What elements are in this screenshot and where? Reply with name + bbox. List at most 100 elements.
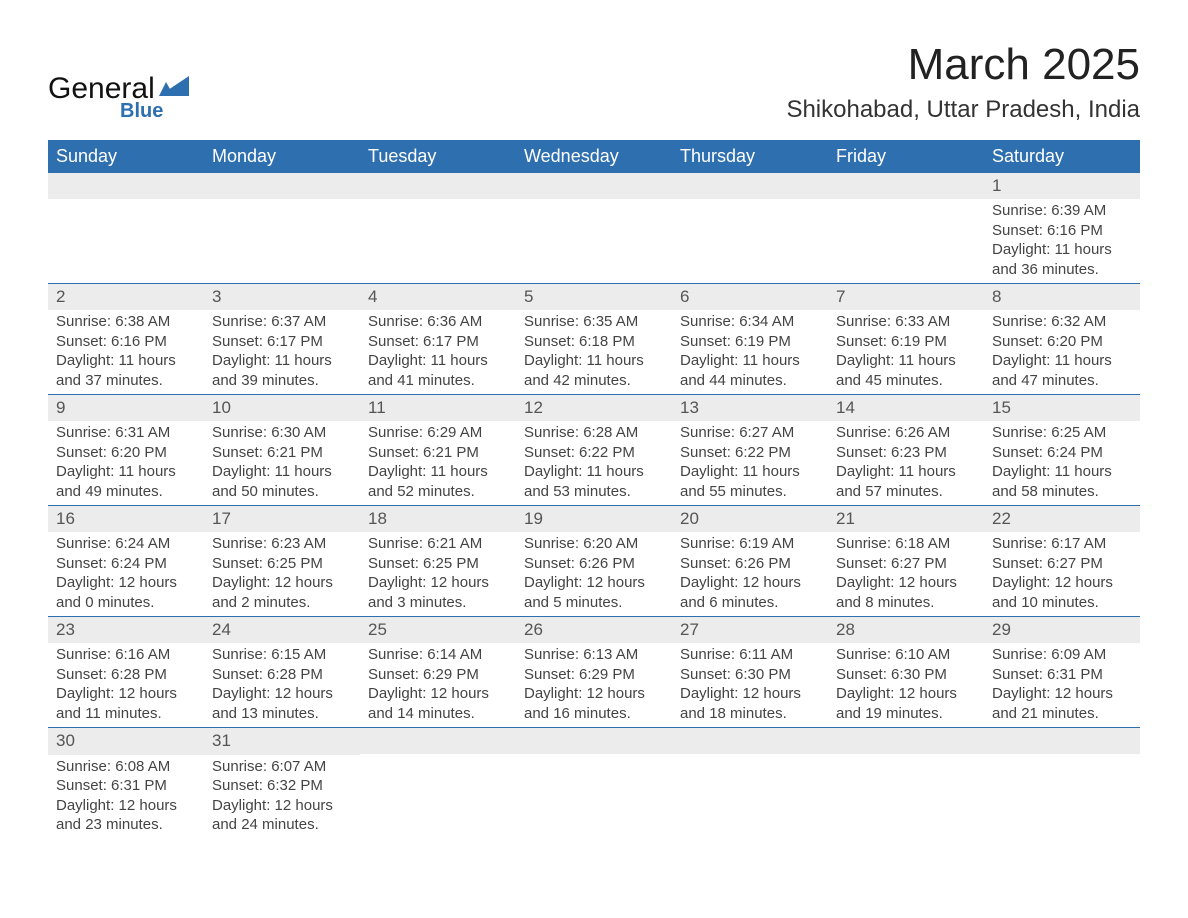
day-daylight1: Daylight: 12 hours: [56, 684, 196, 704]
calendar-cell: 31Sunrise: 6:07 AMSunset: 6:32 PMDayligh…: [204, 728, 360, 839]
calendar-cell: [828, 173, 984, 284]
calendar-cell: 2Sunrise: 6:38 AMSunset: 6:16 PMDaylight…: [48, 284, 204, 395]
day-daylight1: Daylight: 11 hours: [56, 351, 196, 371]
calendar-cell: [828, 728, 984, 839]
day-daylight2: and 50 minutes.: [212, 482, 352, 502]
day-daylight1: Daylight: 11 hours: [992, 240, 1132, 260]
day-details: Sunrise: 6:35 AMSunset: 6:18 PMDaylight:…: [516, 310, 672, 394]
calendar-cell: 7Sunrise: 6:33 AMSunset: 6:19 PMDaylight…: [828, 284, 984, 395]
day-number: 6: [672, 284, 828, 310]
day-details: Sunrise: 6:31 AMSunset: 6:20 PMDaylight:…: [48, 421, 204, 505]
day-sunrise: Sunrise: 6:28 AM: [524, 423, 664, 443]
day-details: [672, 754, 828, 832]
day-details: Sunrise: 6:18 AMSunset: 6:27 PMDaylight:…: [828, 532, 984, 616]
day-daylight1: Daylight: 12 hours: [524, 573, 664, 593]
day-sunrise: Sunrise: 6:18 AM: [836, 534, 976, 554]
day-sunset: Sunset: 6:28 PM: [212, 665, 352, 685]
day-sunset: Sunset: 6:16 PM: [992, 221, 1132, 241]
day-details: Sunrise: 6:20 AMSunset: 6:26 PMDaylight:…: [516, 532, 672, 616]
day-sunset: Sunset: 6:30 PM: [836, 665, 976, 685]
day-daylight2: and 11 minutes.: [56, 704, 196, 724]
day-daylight2: and 2 minutes.: [212, 593, 352, 613]
day-sunset: Sunset: 6:20 PM: [992, 332, 1132, 352]
day-details: Sunrise: 6:07 AMSunset: 6:32 PMDaylight:…: [204, 755, 360, 839]
day-daylight1: Daylight: 12 hours: [212, 573, 352, 593]
day-number: 29: [984, 617, 1140, 643]
day-number: 18: [360, 506, 516, 532]
day-sunset: Sunset: 6:28 PM: [56, 665, 196, 685]
flag-icon: [159, 76, 189, 101]
day-sunrise: Sunrise: 6:09 AM: [992, 645, 1132, 665]
day-number: 9: [48, 395, 204, 421]
day-number: 26: [516, 617, 672, 643]
day-number: 1: [984, 173, 1140, 199]
day-daylight2: and 24 minutes.: [212, 815, 352, 835]
day-sunset: Sunset: 6:24 PM: [56, 554, 196, 574]
day-daylight1: Daylight: 11 hours: [680, 351, 820, 371]
day-daylight2: and 45 minutes.: [836, 371, 976, 391]
day-details: Sunrise: 6:08 AMSunset: 6:31 PMDaylight:…: [48, 755, 204, 839]
day-sunset: Sunset: 6:22 PM: [524, 443, 664, 463]
day-sunset: Sunset: 6:17 PM: [368, 332, 508, 352]
day-sunrise: Sunrise: 6:34 AM: [680, 312, 820, 332]
day-details: [360, 754, 516, 832]
day-number: 24: [204, 617, 360, 643]
calendar-cell: 19Sunrise: 6:20 AMSunset: 6:26 PMDayligh…: [516, 506, 672, 617]
day-sunset: Sunset: 6:19 PM: [836, 332, 976, 352]
day-sunrise: Sunrise: 6:07 AM: [212, 757, 352, 777]
calendar-cell: [204, 173, 360, 284]
day-number: [984, 728, 1140, 754]
day-daylight1: Daylight: 12 hours: [992, 684, 1132, 704]
day-details: [828, 754, 984, 832]
day-daylight1: Daylight: 11 hours: [836, 462, 976, 482]
day-number: 8: [984, 284, 1140, 310]
day-number: 13: [672, 395, 828, 421]
page-header: General Blue March 2025 Shikohabad, Utta…: [48, 40, 1140, 124]
day-sunrise: Sunrise: 6:24 AM: [56, 534, 196, 554]
day-daylight2: and 6 minutes.: [680, 593, 820, 613]
day-details: Sunrise: 6:25 AMSunset: 6:24 PMDaylight:…: [984, 421, 1140, 505]
day-details: Sunrise: 6:32 AMSunset: 6:20 PMDaylight:…: [984, 310, 1140, 394]
day-sunrise: Sunrise: 6:39 AM: [992, 201, 1132, 221]
day-daylight2: and 58 minutes.: [992, 482, 1132, 502]
calendar-cell: [48, 173, 204, 284]
day-sunrise: Sunrise: 6:21 AM: [368, 534, 508, 554]
calendar-cell: [672, 728, 828, 839]
calendar-cell: 16Sunrise: 6:24 AMSunset: 6:24 PMDayligh…: [48, 506, 204, 617]
day-sunset: Sunset: 6:32 PM: [212, 776, 352, 796]
day-daylight2: and 18 minutes.: [680, 704, 820, 724]
day-daylight2: and 44 minutes.: [680, 371, 820, 391]
day-daylight1: Daylight: 11 hours: [524, 351, 664, 371]
day-number: [516, 173, 672, 199]
day-details: Sunrise: 6:39 AMSunset: 6:16 PMDaylight:…: [984, 199, 1140, 283]
day-details: Sunrise: 6:37 AMSunset: 6:17 PMDaylight:…: [204, 310, 360, 394]
weekday-header: Wednesday: [516, 140, 672, 173]
day-daylight1: Daylight: 11 hours: [368, 351, 508, 371]
weekday-header: Tuesday: [360, 140, 516, 173]
day-number: [516, 728, 672, 754]
day-details: Sunrise: 6:19 AMSunset: 6:26 PMDaylight:…: [672, 532, 828, 616]
day-daylight2: and 8 minutes.: [836, 593, 976, 613]
day-sunrise: Sunrise: 6:36 AM: [368, 312, 508, 332]
day-details: Sunrise: 6:33 AMSunset: 6:19 PMDaylight:…: [828, 310, 984, 394]
day-number: 19: [516, 506, 672, 532]
day-number: 14: [828, 395, 984, 421]
calendar-page: General Blue March 2025 Shikohabad, Utta…: [0, 0, 1188, 899]
day-daylight1: Daylight: 12 hours: [524, 684, 664, 704]
day-daylight1: Daylight: 11 hours: [212, 462, 352, 482]
weekday-header: Monday: [204, 140, 360, 173]
day-number: [204, 173, 360, 199]
day-details: Sunrise: 6:23 AMSunset: 6:25 PMDaylight:…: [204, 532, 360, 616]
day-number: 31: [204, 728, 360, 754]
day-number: [672, 728, 828, 754]
day-daylight1: Daylight: 11 hours: [524, 462, 664, 482]
day-details: Sunrise: 6:26 AMSunset: 6:23 PMDaylight:…: [828, 421, 984, 505]
day-daylight1: Daylight: 12 hours: [212, 796, 352, 816]
day-sunrise: Sunrise: 6:19 AM: [680, 534, 820, 554]
day-details: Sunrise: 6:13 AMSunset: 6:29 PMDaylight:…: [516, 643, 672, 727]
day-number: 11: [360, 395, 516, 421]
day-sunrise: Sunrise: 6:31 AM: [56, 423, 196, 443]
calendar-cell: 29Sunrise: 6:09 AMSunset: 6:31 PMDayligh…: [984, 617, 1140, 728]
weekday-header: Saturday: [984, 140, 1140, 173]
day-sunrise: Sunrise: 6:08 AM: [56, 757, 196, 777]
